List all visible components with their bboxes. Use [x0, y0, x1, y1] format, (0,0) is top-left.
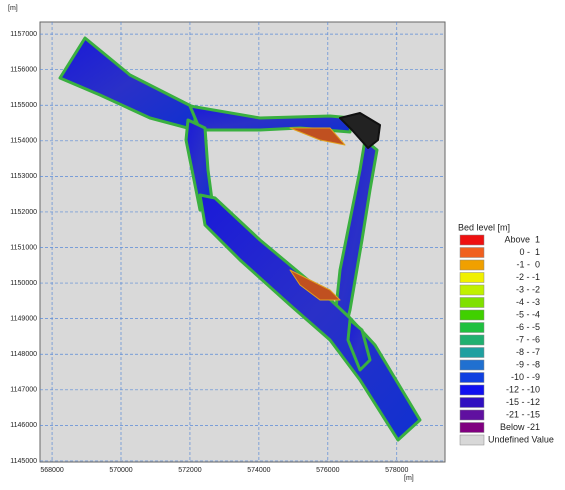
legend-label: -5 - -4 [516, 309, 540, 319]
river-bar-2 [289, 269, 341, 301]
legend-swatch [459, 247, 485, 258]
legend-label: -4 - -3 [516, 297, 540, 307]
legend-label: -8 - -7 [516, 347, 540, 357]
legend-label: -12 - -10 [506, 384, 540, 394]
river-south-channel [346, 318, 372, 372]
y-unit: [m] [8, 5, 18, 12]
legend-label: -21 - -15 [506, 409, 540, 419]
legend-swatch [459, 384, 485, 396]
legend-swatch [459, 297, 485, 308]
river-diagonal [198, 193, 422, 442]
x-tick-label: 576000 [316, 467, 339, 474]
legend-swatch [459, 359, 485, 371]
legend-swatch [459, 397, 485, 408]
legend-swatch [459, 347, 485, 358]
y-tick-label: 1154000 [10, 138, 37, 145]
legend-swatch [459, 272, 485, 283]
legend-swatch [459, 372, 485, 383]
legend-swatch [459, 409, 485, 421]
y-tick-label: 1146000 [10, 422, 37, 429]
legend-label: Undefined Value [488, 434, 554, 444]
river-loop [339, 112, 381, 149]
x-tick-label: 574000 [247, 467, 270, 474]
legend-swatch [459, 334, 485, 346]
legend-swatch [459, 259, 485, 271]
legend-title: Bed level [m] [458, 222, 510, 232]
y-tick-label: 1152000 [10, 209, 37, 216]
legend-label: -6 - -5 [516, 322, 540, 332]
y-tick-label: 1149000 [10, 315, 37, 322]
y-tick-label: 1156000 [10, 67, 37, 74]
legend-label: -9 - -8 [516, 359, 540, 369]
y-tick-label: 1153000 [10, 173, 37, 180]
legend-label: -3 - -2 [516, 284, 540, 294]
y-tick-label: 1155000 [10, 102, 37, 109]
legend-swatch [459, 422, 485, 433]
legend-label: 0 - 1 [519, 247, 540, 257]
y-tick-label: 1148000 [10, 351, 37, 358]
legend-label: -7 - -6 [516, 334, 540, 344]
y-tick-label: 1147000 [10, 387, 37, 394]
x-tick-label: 578000 [385, 467, 408, 474]
river-upper-branch [188, 104, 354, 134]
legend-swatch [459, 322, 485, 333]
legend-swatch [459, 234, 485, 246]
legend-label: -1 - 0 [516, 259, 540, 269]
x-tick-label: 572000 [178, 467, 201, 474]
legend-swatch [459, 284, 485, 296]
y-tick-label: 1150000 [10, 280, 37, 287]
x-tick-label: 568000 [40, 467, 63, 474]
y-tick-label: 1145000 [10, 458, 37, 465]
legend-swatch [459, 434, 485, 446]
legend-label: Below -21 [500, 422, 540, 432]
y-tick-label: 1157000 [10, 31, 37, 38]
legend-label: -10 - -9 [511, 372, 540, 382]
legend-swatch [459, 309, 485, 321]
river-bar-1 [289, 127, 346, 146]
legend-label: -15 - -12 [506, 397, 540, 407]
legend-label: Above 1 [504, 234, 540, 244]
x-unit: [m] [404, 475, 414, 482]
legend-label: -2 - -1 [516, 272, 540, 282]
x-tick-label: 570000 [109, 467, 132, 474]
river-mesh [58, 36, 422, 442]
y-tick-label: 1151000 [10, 244, 37, 251]
